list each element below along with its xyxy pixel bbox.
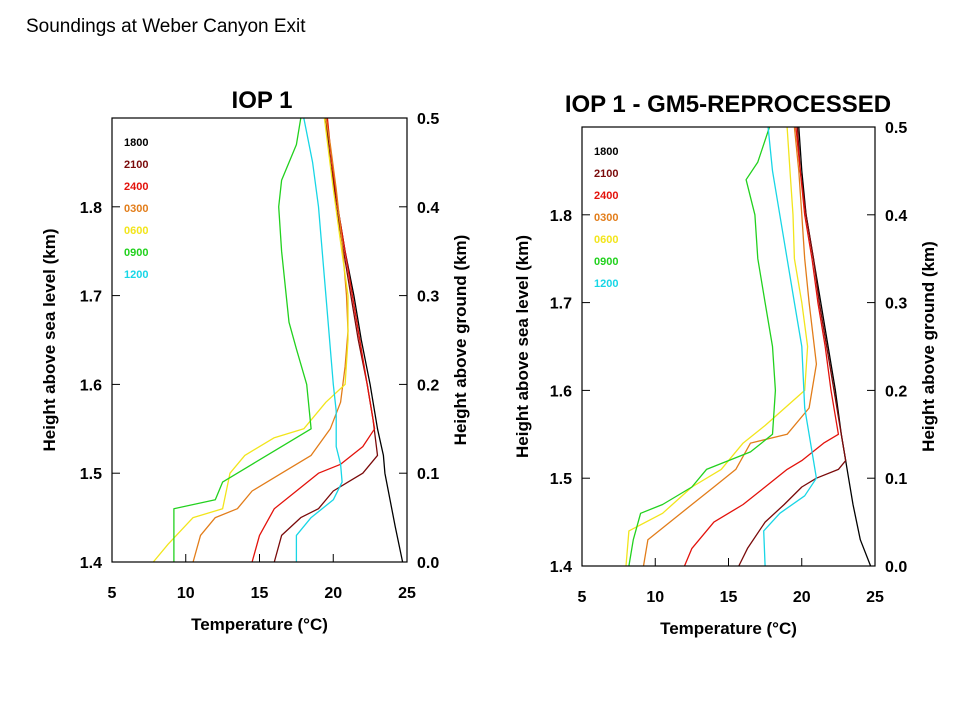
chart-title: IOP 1 xyxy=(232,87,293,114)
legend-entry-2400: 2400 xyxy=(124,181,148,193)
plot-frame xyxy=(581,126,876,567)
y-tick-label: 1.5 xyxy=(80,466,102,483)
y-tick-label: 1.5 xyxy=(550,471,572,488)
legend-entry-0900: 0900 xyxy=(594,256,618,268)
y-tick-label: 1.4 xyxy=(550,559,572,576)
y2-tick-label: 0.5 xyxy=(417,111,439,128)
x-tick-label: 25 xyxy=(398,585,416,602)
x-tick-label: 10 xyxy=(646,589,664,606)
series-line-0600 xyxy=(152,117,349,563)
y-tick-label: 1.7 xyxy=(550,296,572,313)
x-tick-label: 5 xyxy=(578,589,587,606)
y2-axis-label: Height above ground (km) xyxy=(451,235,470,446)
x-tick-label: 25 xyxy=(866,589,884,606)
chart-title: IOP 1 - GM5-REPROCESSED xyxy=(565,91,891,118)
series-line-0900 xyxy=(628,126,777,567)
series-line-1200 xyxy=(763,126,818,567)
legend-entry-0900: 0900 xyxy=(124,247,148,259)
y2-tick-label: 0.1 xyxy=(417,466,439,483)
legend-entry-1200: 1200 xyxy=(594,278,618,290)
series-line-0300 xyxy=(192,117,349,563)
legend-entry-2100: 2100 xyxy=(594,168,618,180)
chart-1: IOP 1 5 10 15 20 25 1.4 1.5 1.6 1.7 1.8 0.0 0.1 0.2 0.… xyxy=(40,87,470,634)
legend-entry-2400: 2400 xyxy=(594,190,618,202)
legend-entry-0300: 0300 xyxy=(594,212,618,224)
y-tick-label: 1.6 xyxy=(80,377,102,394)
y2-tick-label: 0.3 xyxy=(885,296,907,313)
series-line-1800 xyxy=(798,126,872,567)
plot-frame xyxy=(111,117,408,563)
legend-entry-1800: 1800 xyxy=(594,146,618,158)
series-line-1800 xyxy=(325,117,404,563)
legend-entry-1800: 1800 xyxy=(124,137,148,149)
series-line-2400 xyxy=(683,126,840,567)
series-line-2100 xyxy=(738,126,847,567)
series-line-0600 xyxy=(625,126,809,567)
x-tick-label: 5 xyxy=(108,585,117,602)
y2-tick-label: 0.2 xyxy=(417,377,439,394)
y2-tick-label: 0.0 xyxy=(417,555,439,572)
y-tick-label: 1.4 xyxy=(80,555,102,572)
y-tick-label: 1.8 xyxy=(550,208,572,225)
legend-entry-2100: 2100 xyxy=(124,159,148,171)
slide-title: Soundings at Weber Canyon Exit xyxy=(26,16,306,37)
x-tick-label: 20 xyxy=(324,585,342,602)
y2-tick-label: 0.1 xyxy=(885,471,907,488)
y2-tick-label: 0.3 xyxy=(417,289,439,306)
series-line-2100 xyxy=(273,117,379,563)
series-line-1200 xyxy=(295,117,343,562)
x-axis-label: Temperature (°C) xyxy=(191,615,328,634)
x-tick-label: 15 xyxy=(251,585,269,602)
y2-tick-label: 0.0 xyxy=(885,559,907,576)
y2-tick-label: 0.4 xyxy=(417,200,439,217)
series-line-0300 xyxy=(642,126,818,567)
y-axis-label: Height above sea level (km) xyxy=(513,235,532,458)
y2-tick-label: 0.4 xyxy=(885,208,907,225)
y2-axis-label: Height above ground (km) xyxy=(919,241,938,452)
y-tick-label: 1.8 xyxy=(80,200,102,217)
legend-entry-0600: 0600 xyxy=(594,234,618,246)
y2-tick-label: 0.2 xyxy=(885,383,907,400)
y-tick-label: 1.7 xyxy=(80,289,102,306)
legend-entry-1200: 1200 xyxy=(124,269,148,281)
x-tick-label: 10 xyxy=(177,585,195,602)
y2-tick-label: 0.5 xyxy=(885,120,907,137)
legend-entry-0300: 0300 xyxy=(124,203,148,215)
y-tick-label: 1.6 xyxy=(550,383,572,400)
series-line-2400 xyxy=(251,117,376,563)
y-axis-label: Height above sea level (km) xyxy=(40,229,59,452)
chart-2: IOP 1 - GM5-REPROCESSED 5 10 15 20 25 1.4 1.5 1.… xyxy=(513,91,938,638)
x-axis-label: Temperature (°C) xyxy=(660,619,797,638)
series-line-0900 xyxy=(173,117,312,562)
x-tick-label: 15 xyxy=(720,589,738,606)
legend-entry-0600: 0600 xyxy=(124,225,148,237)
x-tick-label: 20 xyxy=(793,589,811,606)
